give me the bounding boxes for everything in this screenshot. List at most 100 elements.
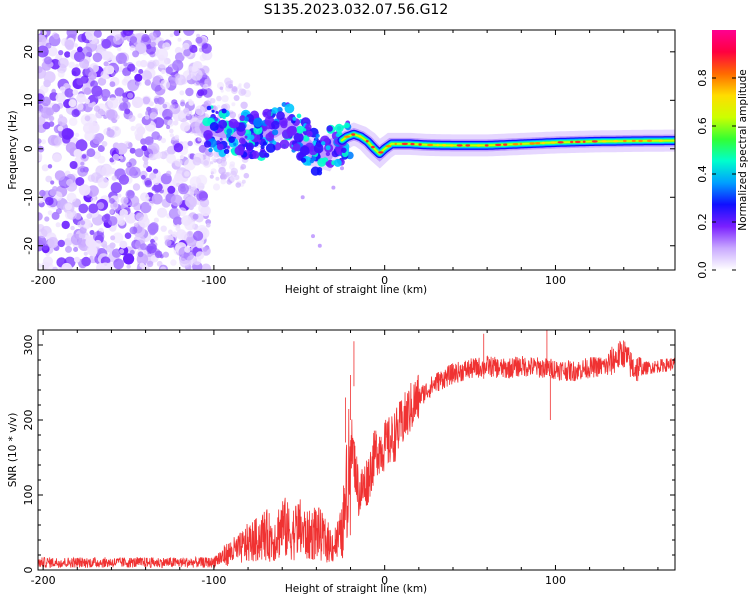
- heat-noise-blob: [174, 158, 183, 167]
- heat-noise-blob: [146, 243, 157, 254]
- heat-noise-blob: [38, 111, 42, 118]
- heat-noise-blob: [119, 248, 125, 254]
- heat-noise-blob: [52, 153, 62, 163]
- ridge-hotspot: [476, 144, 481, 147]
- ridge-hotspot: [442, 144, 447, 147]
- ridge-blob: [233, 142, 237, 146]
- heat-noise-blob: [173, 120, 179, 126]
- heat-noise-blob: [83, 251, 88, 256]
- heat-noise-blob: [201, 263, 212, 270]
- heat-noise-blob: [78, 203, 89, 214]
- heat-noise-blob: [81, 46, 93, 57]
- heat-noise-blob: [220, 89, 224, 93]
- heat-noise-blob: [77, 46, 83, 53]
- heat-noise-blob: [79, 58, 90, 69]
- ridge-blob: [280, 120, 288, 129]
- heat-noise-blob: [47, 164, 53, 169]
- heat-noise-blob: [92, 52, 103, 63]
- heat-noise-blob: [47, 46, 58, 57]
- heat-noise-blob: [180, 121, 191, 132]
- heat-noise-blob: [113, 258, 124, 270]
- ridge-hotspot: [351, 133, 356, 136]
- heat-noise-blob: [221, 95, 229, 103]
- ridge-hotspot: [503, 143, 508, 146]
- heat-noise-blob: [141, 174, 146, 180]
- spectrogram-heat-layer: [38, 30, 675, 270]
- heat-noise-blob: [61, 262, 73, 270]
- heat-noise-blob: [74, 132, 80, 138]
- heat-noise-blob: [184, 171, 190, 177]
- heat-noise-blob: [193, 230, 204, 241]
- heat-noise-blob: [147, 142, 160, 155]
- heat-noise-blob: [193, 189, 199, 195]
- heat-noise-blob: [124, 232, 132, 239]
- heat-noise-blob: [207, 151, 214, 158]
- heat-noise-blob: [129, 166, 141, 179]
- ridge-hotspot: [623, 139, 627, 143]
- heat-noise-blob: [203, 101, 209, 106]
- heat-noise-blob: [142, 96, 151, 105]
- heat-noise-blob: [123, 253, 135, 265]
- heat-noise-blob: [225, 171, 231, 177]
- heat-noise-blob: [88, 102, 93, 108]
- ridge-blob: [218, 119, 228, 129]
- heat-noise-blob: [112, 232, 124, 244]
- ridge-hotspot: [378, 151, 384, 154]
- heat-noise-blob: [51, 211, 60, 220]
- heat-speck: [317, 243, 322, 248]
- heat-noise-blob: [106, 128, 115, 138]
- heat-noise-blob: [215, 176, 220, 181]
- heat-noise-blob: [49, 59, 61, 70]
- heat-noise-blob: [205, 155, 209, 159]
- heat-noise-blob: [64, 39, 74, 50]
- heat-noise-blob: [202, 247, 208, 252]
- ridge-hotspot: [465, 144, 471, 147]
- colorbar-tick-label: 0.0: [696, 261, 709, 279]
- ridge-blob: [253, 117, 263, 128]
- ridge-hotspot: [436, 143, 440, 147]
- heat-noise-blob: [75, 63, 80, 68]
- colorbar-label: Normalized spectral amplitude: [737, 69, 749, 230]
- heat-noise-blob: [240, 163, 247, 170]
- heat-noise-blob: [38, 212, 43, 221]
- heat-noise-blob: [144, 180, 153, 188]
- heat-noise-blob: [135, 42, 147, 55]
- heat-noise-blob: [174, 134, 180, 140]
- ridge-hotspot: [418, 143, 422, 146]
- heat-noise-blob: [133, 222, 139, 228]
- heat-noise-blob: [175, 74, 186, 86]
- heat-noise-blob: [59, 86, 66, 92]
- heat-noise-blob: [211, 156, 216, 162]
- heat-noise-blob: [64, 210, 74, 220]
- heat-noise-blob: [174, 173, 183, 182]
- heat-noise-blob: [185, 87, 194, 97]
- heat-noise-blob: [158, 54, 165, 62]
- heat-noise-blob: [42, 243, 49, 251]
- heat-noise-blob: [146, 166, 153, 173]
- heat-noise-blob: [88, 122, 100, 134]
- heat-noise-blob: [231, 102, 236, 107]
- heat-noise-blob: [185, 196, 198, 209]
- heat-noise-blob: [240, 88, 247, 95]
- heat-noise-blob: [68, 117, 78, 126]
- ridge-blob: [276, 106, 283, 113]
- heat-noise-blob: [57, 239, 65, 248]
- heat-noise-blob: [38, 65, 43, 74]
- ridge-hotspot: [570, 140, 574, 144]
- heat-noise-blob: [195, 36, 203, 44]
- heat-noise-blob: [192, 213, 199, 220]
- heat-noise-blob: [101, 141, 108, 147]
- heat-noise-blob: [51, 88, 56, 94]
- heat-speck: [300, 195, 305, 200]
- ridge-blob: [228, 136, 236, 144]
- heat-noise-blob: [73, 247, 79, 252]
- heat-noise-blob: [157, 207, 168, 218]
- heat-noise-blob: [156, 96, 165, 105]
- colorbar-ticks: 0.0 0.2 0.4 0.6 0.8: [696, 69, 736, 279]
- ridge-blob: [293, 132, 304, 143]
- heat-noise-blob: [118, 174, 130, 185]
- ridge-blob: [335, 133, 339, 137]
- ridge-hotspot: [535, 142, 541, 145]
- snr-y-tick-label: 200: [22, 410, 35, 431]
- spectrogram-frame: [37, 29, 676, 271]
